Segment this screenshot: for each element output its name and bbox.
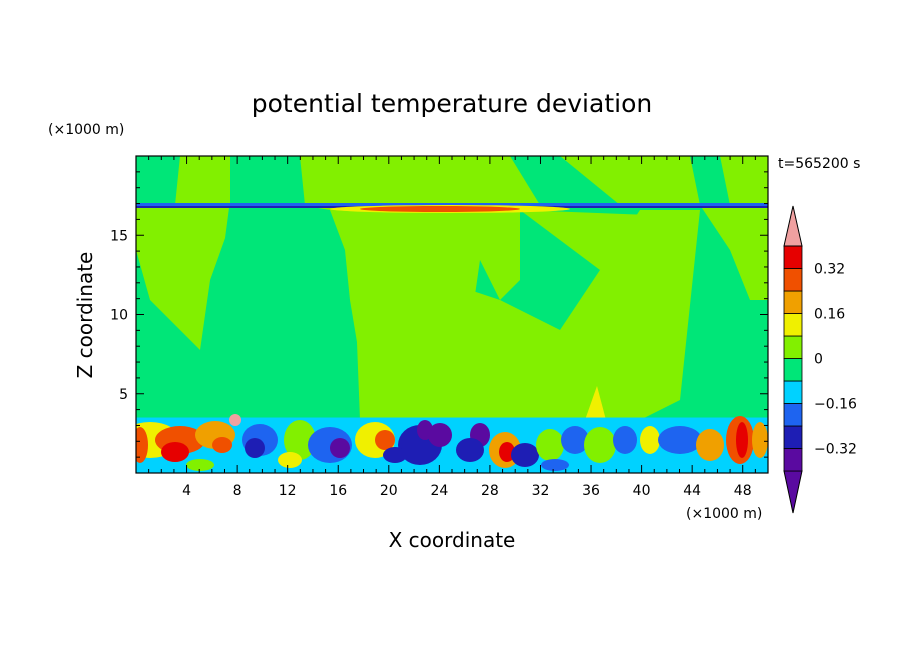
colorbar-bin	[783, 313, 803, 337]
turbulent-cell	[584, 427, 616, 463]
x-tick-label: 32	[532, 483, 550, 499]
turbulent-cell	[161, 442, 189, 462]
turbulent-cell	[752, 422, 768, 458]
colorbar-label: 0.32	[814, 262, 845, 278]
x-tick-label: 12	[279, 483, 297, 499]
colorbar-bin	[783, 448, 803, 472]
x-axis: 4 8 12 16 20 24 28 32 36 40 44 48	[148, 156, 756, 499]
turbulent-cell	[245, 438, 265, 458]
turbulent-cell	[186, 459, 214, 471]
y-tick-label: 15	[110, 228, 128, 244]
turbulent-cell	[330, 438, 350, 458]
colorbar-label: −0.32	[814, 442, 857, 458]
turbulent-cell	[640, 426, 660, 454]
turbulent-cell	[511, 443, 539, 467]
turbulent-cell	[536, 429, 564, 461]
positive-zero-regions	[136, 156, 768, 420]
x-tick-label: 36	[582, 483, 600, 499]
turbulent-cell	[736, 422, 748, 458]
y-unit-label: (×1000 m)	[48, 122, 124, 138]
x-tick-label: 44	[683, 483, 701, 499]
colorbar-label: 0	[814, 352, 823, 368]
colorbar-label: 0.16	[814, 307, 845, 323]
turbulent-cell	[375, 430, 395, 450]
turbulent-cell	[383, 447, 407, 463]
colorbar-bin	[783, 335, 803, 359]
x-tick-label: 16	[329, 483, 347, 499]
contour-field	[136, 156, 768, 473]
colorbar-under	[783, 470, 803, 514]
x-tick-label: 20	[380, 483, 398, 499]
x-tick-label: 40	[633, 483, 651, 499]
y-axis: 5 10 15	[110, 171, 768, 458]
x-tick-label: 8	[233, 483, 242, 499]
chart-title: potential temperature deviation	[252, 89, 652, 118]
x-unit-label: (×1000 m)	[686, 506, 762, 522]
turbulent-cell	[456, 438, 484, 462]
turbulent-cell	[561, 426, 589, 454]
colorbar-bin	[783, 245, 803, 269]
turbulent-cell	[428, 423, 452, 447]
turbulent-cell	[541, 459, 569, 471]
colorbar: −0.32 −0.16 0 0.16 0.32	[783, 205, 857, 514]
upper-positive-core	[360, 206, 520, 212]
colorbar-bin	[783, 425, 803, 449]
turbulent-cell	[284, 420, 316, 460]
turbulent-cell	[278, 452, 302, 468]
colorbar-bin	[783, 380, 803, 404]
turbulent-cell	[499, 442, 515, 462]
time-label: t=565200 s	[778, 156, 860, 172]
colorbar-bin	[783, 268, 803, 292]
turbulent-cell	[613, 426, 637, 454]
turbulent-cell	[229, 414, 241, 426]
x-tick-label: 24	[430, 483, 448, 499]
boundary-layer	[136, 414, 768, 473]
colorbar-bin	[783, 290, 803, 314]
y-axis-label: Z coordinate	[73, 252, 97, 379]
turbulent-cell	[212, 437, 232, 453]
x-axis-label: X coordinate	[389, 528, 516, 552]
x-tick-label: 4	[182, 483, 191, 499]
turbulent-cell	[696, 429, 724, 461]
x-tick-label: 28	[481, 483, 499, 499]
turbulent-cell	[417, 420, 433, 440]
colorbar-label: −0.16	[814, 397, 857, 413]
y-tick-label: 5	[119, 387, 128, 403]
colorbar-over	[783, 205, 803, 247]
y-tick-label: 10	[110, 308, 128, 324]
upper-negative-band	[136, 203, 768, 206]
colorbar-bin	[783, 358, 803, 382]
colorbar-bin	[783, 403, 803, 427]
turbulent-cell	[658, 426, 702, 454]
turbulent-cell	[136, 427, 148, 463]
x-tick-label: 48	[734, 483, 752, 499]
